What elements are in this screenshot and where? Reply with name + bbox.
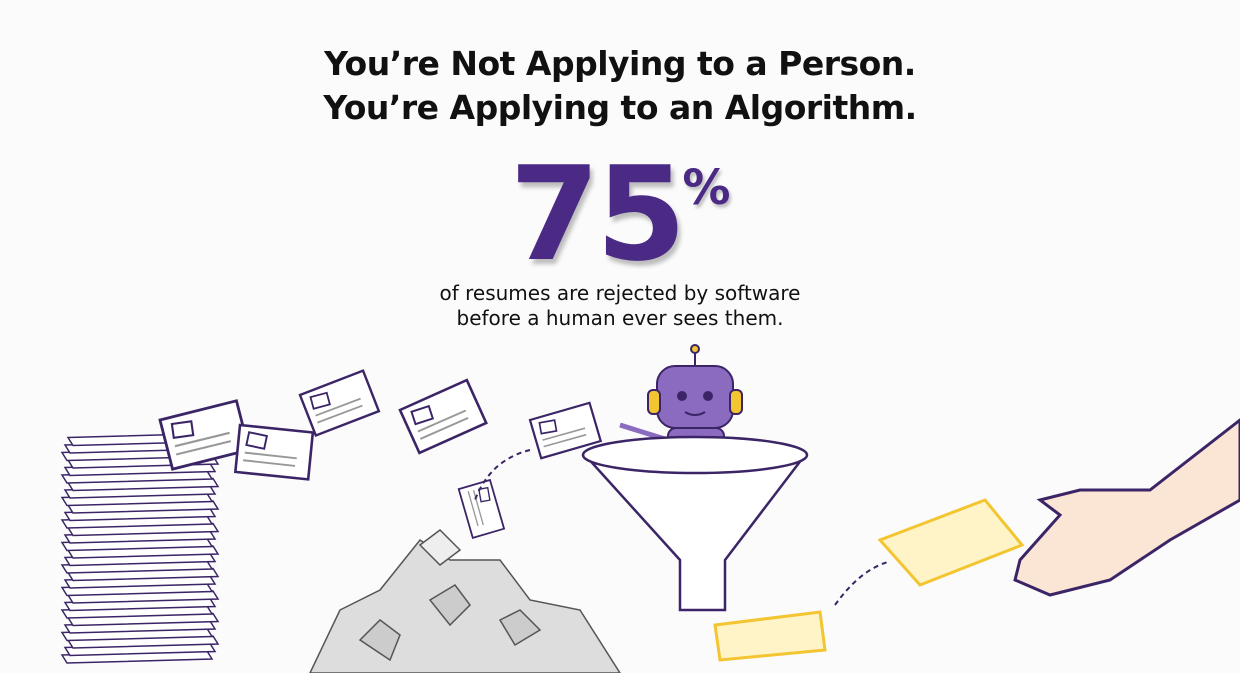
- headline-line-2: You’re Applying to an Algorithm.: [323, 88, 917, 127]
- stat-value: 75: [509, 138, 686, 290]
- crumpled-resume-pile-icon: [309, 529, 621, 673]
- stat: 75%: [0, 138, 1240, 290]
- stat-caption-line-1: of resumes are rejected by software: [439, 281, 801, 305]
- resume-stack-icon: [60, 432, 220, 664]
- flying-resume-icon: [157, 368, 603, 540]
- arrow-icon: [474, 449, 531, 501]
- arrow-icon: [834, 561, 889, 606]
- hand-icon: [1013, 418, 1240, 597]
- stat-unit: %: [682, 160, 731, 216]
- approved-resume-icon: [713, 498, 1025, 662]
- headline-line-1: You’re Not Applying to a Person.: [324, 44, 916, 83]
- funnel-icon: [581, 435, 809, 612]
- stat-caption-line-2: before a human ever sees them.: [456, 306, 784, 330]
